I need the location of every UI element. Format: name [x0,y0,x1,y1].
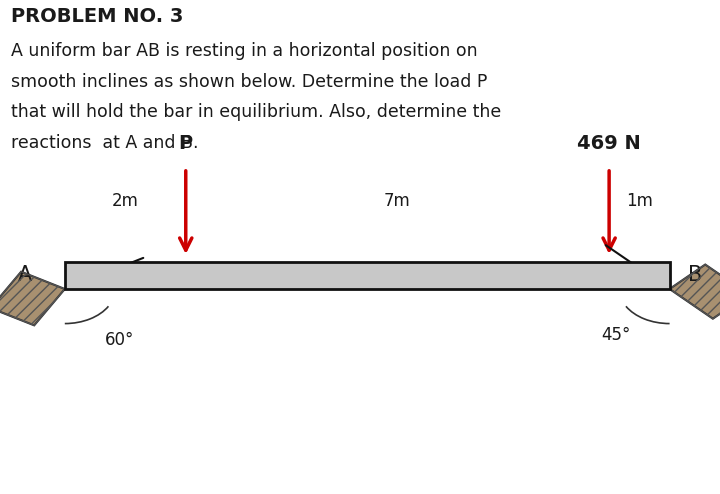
Text: A uniform bar AB is resting in a horizontal position on: A uniform bar AB is resting in a horizon… [11,42,477,60]
Text: smooth inclines as shown below. Determine the load P: smooth inclines as shown below. Determin… [11,73,487,90]
Text: A: A [18,265,32,286]
Text: 2m: 2m [112,192,139,210]
Polygon shape [0,272,65,326]
Text: 1m: 1m [626,192,653,210]
Bar [65,262,670,289]
Text: 7m: 7m [384,192,411,210]
Text: that will hold the bar in equilibrium. Also, determine the: that will hold the bar in equilibrium. A… [11,103,501,121]
Text: 60°: 60° [104,331,134,349]
Text: PROBLEM NO. 3: PROBLEM NO. 3 [11,7,183,26]
Text: 469 N: 469 N [577,134,641,153]
Text: 45°: 45° [601,326,631,344]
Text: P: P [179,134,193,153]
Polygon shape [670,265,720,319]
Text: reactions  at A and B.: reactions at A and B. [11,134,198,152]
Text: B: B [688,265,702,286]
